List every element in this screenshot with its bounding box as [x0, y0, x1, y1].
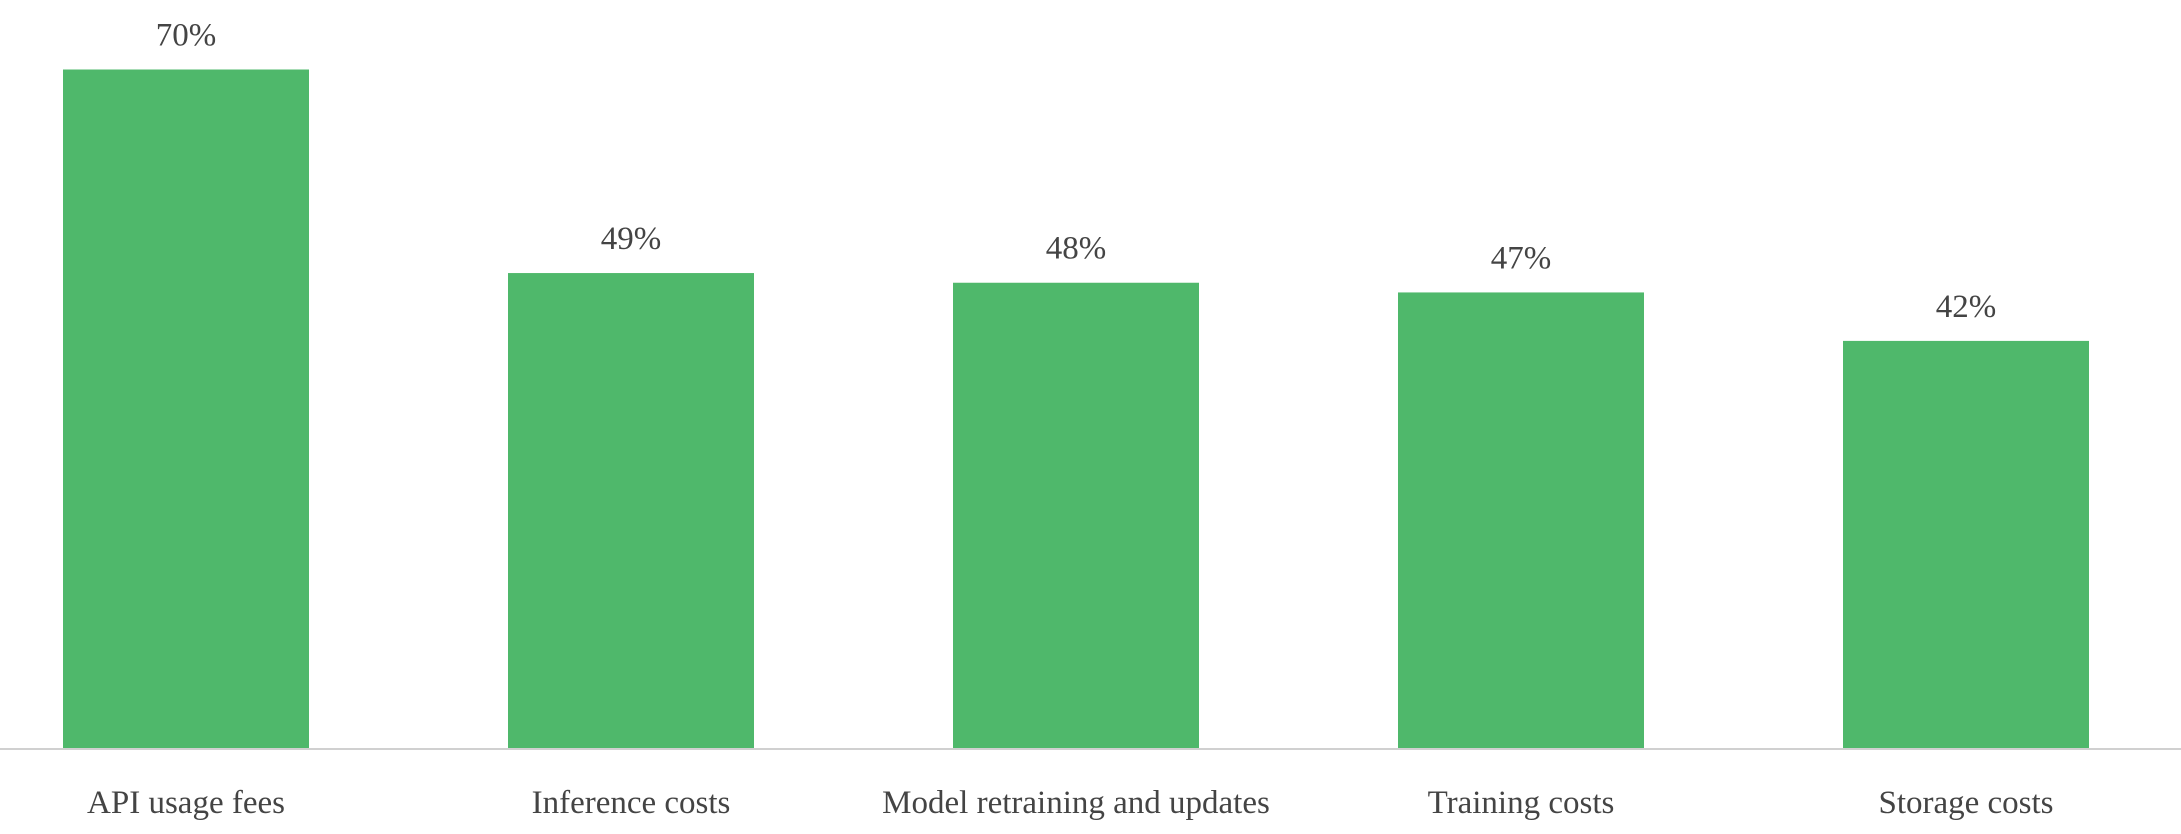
- bar: [508, 273, 754, 748]
- value-label: 42%: [1936, 289, 1997, 325]
- x-tick-label: Inference costs: [532, 785, 731, 821]
- x-tick-label: Model retraining and updates: [882, 785, 1270, 821]
- bar: [1398, 292, 1644, 748]
- bar: [1843, 340, 2089, 748]
- value-label: 49%: [601, 221, 662, 257]
- value-label: 48%: [1046, 231, 1107, 267]
- x-tick-label: Storage costs: [1878, 785, 2053, 821]
- bar: [953, 282, 1199, 748]
- bar: [63, 69, 309, 748]
- value-label: 70%: [156, 18, 217, 54]
- x-tick-label: Training costs: [1428, 785, 1615, 821]
- x-tick-label: API usage fees: [87, 785, 285, 821]
- value-label: 47%: [1491, 240, 1552, 276]
